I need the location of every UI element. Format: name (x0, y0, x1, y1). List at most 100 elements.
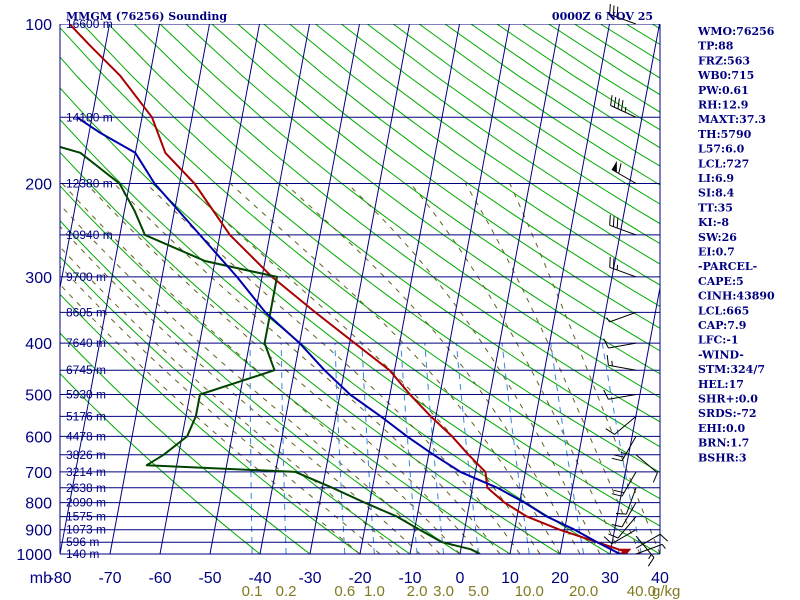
height-label: 2638 m (66, 481, 106, 495)
pressure-tick-label: 1000 (16, 547, 52, 564)
dry-adiabat (60, 293, 361, 554)
wind-barb (611, 436, 637, 462)
height-label: 3214 m (66, 465, 106, 479)
stability-index-line: TP:88 (698, 40, 734, 53)
stability-index-line: HEL:17 (698, 378, 744, 391)
stability-index-line: SW:26 (698, 231, 737, 244)
height-label: 3826 m (66, 448, 106, 462)
mixing-ratio-tick-label: 2.0 (407, 583, 428, 600)
isotherm-line (60, 24, 110, 291)
dry-adiabat (315, 24, 660, 265)
height-label: 1575 m (66, 510, 106, 524)
temperature-tick-label: -50 (198, 570, 221, 587)
temperature-tick-label: -30 (298, 570, 321, 587)
moist-adiabat (113, 183, 501, 554)
dry-adiabat (133, 24, 660, 423)
stability-index-line: CINH:43890 (698, 290, 775, 303)
isotherm-line (309, 24, 410, 554)
stability-index-line: LI:6.9 (698, 172, 734, 185)
height-label: 1073 m (66, 523, 106, 537)
surface-parcel-marker (619, 548, 632, 554)
height-label: 2090 m (66, 496, 106, 510)
isotherm-line (359, 24, 460, 554)
mixing-ratio-tick-label: 10.0 (515, 583, 544, 600)
mixing-ratio-tick-label: 20.0 (569, 583, 598, 600)
dry-adiabat (341, 24, 660, 245)
wind-barb (606, 354, 637, 371)
moist-adiabat (410, 183, 621, 554)
wind-barb (605, 416, 637, 435)
height-label: 5176 m (66, 409, 106, 423)
height-label: 16600 m (66, 17, 113, 31)
temperature-tick-label: 40 (651, 570, 669, 587)
stability-index-line: PW:0.61 (698, 84, 749, 97)
wind-barb (635, 454, 658, 483)
stability-index-line: MAXT:37.3 (698, 113, 766, 126)
stability-index-line: CAP:7.9 (698, 319, 746, 332)
wind-barbs (603, 3, 669, 567)
isotherm-line (509, 24, 610, 554)
wind-barb (603, 389, 637, 400)
temperature-tick-label: -20 (348, 570, 371, 587)
wind-barb (611, 471, 637, 497)
wind-barb (609, 256, 637, 278)
wind-barb (615, 487, 637, 515)
pressure-tick-label: 500 (25, 388, 52, 405)
pressure-tick-label: 400 (25, 336, 52, 353)
height-label: 596 m (66, 535, 99, 549)
stability-index-line: RH:12.9 (698, 99, 748, 112)
wind-barb (606, 311, 637, 323)
stability-index-line: EHI:0.0 (698, 422, 745, 435)
pressure-tick-label: 100 (25, 17, 52, 34)
height-label: 10940 m (66, 228, 113, 242)
mixing-ratio-tick-label: 5.0 (468, 583, 489, 600)
moist-adiabat (229, 183, 561, 554)
mixing-ratio-tick-label: 3.0 (433, 583, 454, 600)
height-label: 14180 m (66, 110, 113, 124)
height-label: 8605 m (66, 305, 106, 319)
temperature-tick-label: -80 (48, 570, 71, 587)
stability-index-line: SI:8.4 (698, 187, 735, 200)
isotherm-line (60, 24, 160, 554)
stability-index-line: TT:35 (698, 201, 733, 214)
temperature-profile-line (68, 24, 627, 554)
wind-barb (635, 543, 666, 555)
dry-adiabat (185, 24, 660, 375)
wind-barb (609, 3, 637, 25)
temperature-tick-label: 0 (456, 570, 465, 587)
isotherm-line (109, 24, 210, 554)
dry-adiabat (60, 185, 511, 554)
moist-adiabat (509, 183, 660, 554)
wind-barb (603, 338, 637, 349)
wind-barb (635, 533, 669, 549)
isotherm-line (409, 24, 510, 554)
stability-index-line: -WIND- (698, 348, 744, 361)
dry-adiabat (60, 151, 561, 554)
wind-barb (609, 214, 637, 236)
stability-index-line: CAPE:5 (698, 275, 744, 288)
pressure-tick-label: 300 (25, 270, 52, 287)
pressure-tick-label: 600 (25, 429, 52, 446)
temperature-tick-label: -40 (248, 570, 271, 587)
height-label: 7640 m (66, 336, 106, 350)
wind-barb (610, 95, 637, 118)
stability-index-line: EI:0.7 (698, 246, 735, 259)
stability-index-line: BSHR:3 (698, 451, 747, 464)
temperature-tick-label: -70 (98, 570, 121, 587)
stability-index-line: -PARCEL- (698, 260, 757, 273)
temperature-tick-label: -60 (148, 570, 171, 587)
dry-adiabat (60, 56, 660, 527)
wind-barb (635, 535, 655, 567)
dry-adiabat (60, 27, 660, 500)
dry-adiabat (211, 24, 660, 352)
height-label: 5930 m (66, 388, 106, 402)
temperature-tick-label: 30 (601, 570, 619, 587)
chart-datetime: 0000Z 6 NOV 25 (552, 10, 653, 23)
pressure-tick-label: 900 (25, 523, 52, 540)
stability-index-line: STM:324/7 (698, 363, 765, 376)
height-label: 140 m (66, 547, 99, 561)
wind-barb (603, 529, 637, 545)
